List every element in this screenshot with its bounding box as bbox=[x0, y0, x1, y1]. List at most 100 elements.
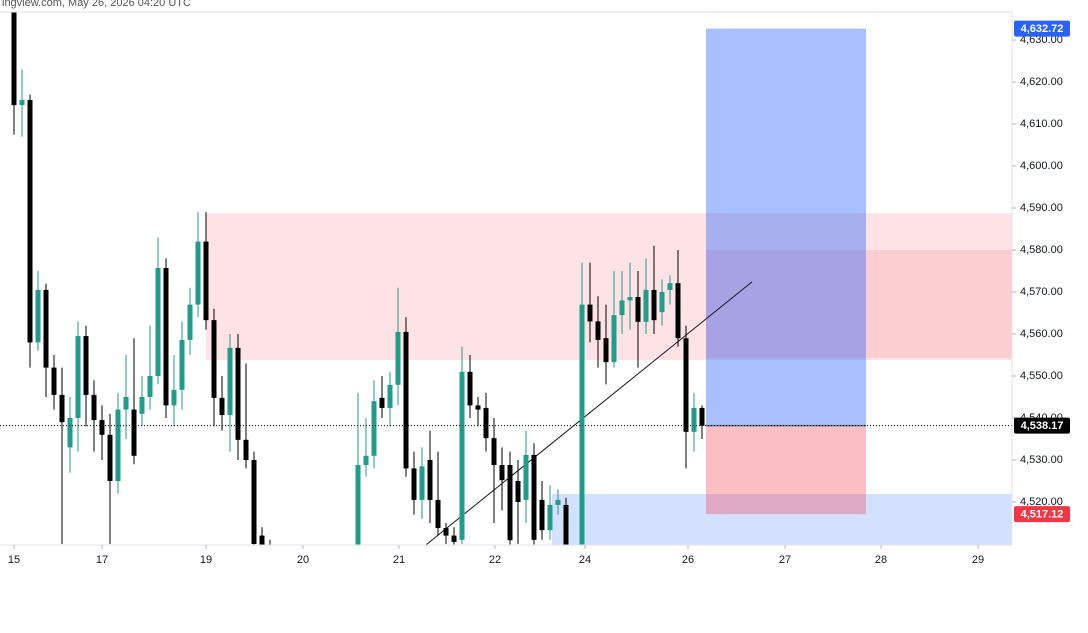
candle-body bbox=[379, 397, 385, 408]
candle-body bbox=[107, 434, 113, 481]
candle-body bbox=[531, 454, 537, 540]
x-tick-label: 24 bbox=[579, 554, 591, 566]
candle-body bbox=[603, 338, 609, 363]
candle-body bbox=[491, 438, 497, 466]
x-tick-label: 28 bbox=[875, 554, 887, 566]
candle-body bbox=[251, 459, 257, 544]
candle-body bbox=[99, 420, 105, 435]
candle-body bbox=[371, 401, 377, 456]
candle-body bbox=[355, 465, 361, 545]
last-price-label: 4,538.17 bbox=[1021, 420, 1064, 432]
x-tick-label: 27 bbox=[779, 554, 791, 566]
y-tick-label: 4,530.00 bbox=[1020, 454, 1063, 466]
y-tick-label: 4,590.00 bbox=[1020, 202, 1063, 214]
candle-body bbox=[59, 394, 65, 423]
candle-body bbox=[459, 371, 465, 540]
candle-body bbox=[115, 409, 121, 481]
y-tick-label: 4,560.00 bbox=[1020, 328, 1063, 340]
candle-body bbox=[467, 371, 473, 406]
y-tick-label: 4,580.00 bbox=[1020, 244, 1063, 256]
candle-body bbox=[243, 439, 249, 460]
profit-area bbox=[706, 28, 866, 426]
candle-body bbox=[691, 407, 697, 432]
candle-body bbox=[635, 297, 641, 322]
candle-body bbox=[203, 241, 209, 321]
candle-body bbox=[563, 504, 569, 545]
candle-body bbox=[171, 389, 177, 406]
candle-body bbox=[507, 465, 513, 541]
target-price-label: 4,632.72 bbox=[1021, 23, 1064, 35]
candle-body bbox=[523, 454, 529, 500]
axes: 4,520.004,530.004,540.004,550.004,560.00… bbox=[0, 11, 1070, 566]
candle-body bbox=[139, 396, 145, 414]
candle-body bbox=[179, 339, 185, 390]
candle-body bbox=[579, 304, 585, 545]
candle-body bbox=[683, 338, 689, 432]
candle-body bbox=[35, 289, 41, 343]
candle-body bbox=[475, 405, 481, 410]
candle-body bbox=[219, 397, 225, 416]
candle-body bbox=[555, 499, 561, 505]
x-tick-label: 19 bbox=[200, 554, 212, 566]
subtitle: ingview.com, May 26, 2026 04:20 UTC bbox=[2, 0, 191, 9]
target-price-label-box bbox=[1014, 20, 1070, 37]
y-tick-label: 4,600.00 bbox=[1020, 160, 1063, 172]
x-tick-label: 22 bbox=[489, 554, 501, 566]
candle-body bbox=[443, 528, 449, 536]
y-tick-label: 4,620.00 bbox=[1020, 76, 1063, 88]
y-tick-label: 4,630.00 bbox=[1020, 34, 1063, 46]
candle-body bbox=[67, 417, 73, 448]
y-tick-label: 4,610.00 bbox=[1020, 118, 1063, 130]
loss-area bbox=[706, 425, 866, 515]
candle-body bbox=[619, 300, 625, 316]
candle-body bbox=[643, 289, 649, 322]
plot-area bbox=[0, 12, 1012, 545]
candle-body bbox=[435, 499, 441, 529]
candle-body bbox=[395, 331, 401, 385]
x-tick-label: 26 bbox=[682, 554, 694, 566]
candle-body bbox=[419, 466, 425, 500]
y-tick-label: 4,520.00 bbox=[1020, 496, 1063, 508]
last-price-label-box bbox=[1014, 417, 1070, 434]
candle-body bbox=[83, 336, 89, 395]
x-tick-label: 21 bbox=[393, 554, 405, 566]
candle-body bbox=[75, 336, 81, 418]
candle-body bbox=[123, 396, 129, 410]
candle-body bbox=[363, 455, 369, 466]
candle-body bbox=[147, 375, 153, 397]
zone bbox=[706, 250, 1012, 358]
candle-body bbox=[451, 535, 457, 542]
candle-body bbox=[667, 283, 673, 290]
y-tick-label: 4,570.00 bbox=[1020, 286, 1063, 298]
candle-body bbox=[211, 320, 217, 398]
stop-price-label: 4,517.12 bbox=[1021, 508, 1064, 520]
x-tick-label: 29 bbox=[972, 554, 984, 566]
candle-body bbox=[627, 297, 633, 301]
candle-body bbox=[515, 480, 521, 502]
candle-body bbox=[11, 12, 17, 106]
x-tick-label: 15 bbox=[8, 554, 20, 566]
candle-body bbox=[547, 504, 553, 531]
candle-body bbox=[539, 499, 545, 531]
candle-body bbox=[259, 535, 265, 545]
x-tick-label: 17 bbox=[96, 554, 108, 566]
candle-body bbox=[163, 268, 169, 406]
candle-body bbox=[19, 100, 25, 106]
candle-body bbox=[195, 241, 201, 305]
zone bbox=[206, 213, 1012, 361]
candle-body bbox=[587, 304, 593, 322]
candle-body bbox=[27, 100, 33, 343]
candle-body bbox=[411, 468, 417, 500]
candle-body bbox=[611, 315, 617, 363]
candle-body bbox=[499, 465, 505, 481]
candle-body bbox=[51, 367, 57, 395]
candle-body bbox=[227, 347, 233, 416]
candle-body bbox=[483, 407, 489, 439]
candle-body bbox=[659, 292, 665, 313]
candle-body bbox=[699, 407, 705, 426]
candle-body bbox=[91, 394, 97, 421]
candle-body bbox=[235, 347, 241, 440]
x-tick-label: 20 bbox=[297, 554, 309, 566]
candle-body bbox=[427, 459, 433, 500]
